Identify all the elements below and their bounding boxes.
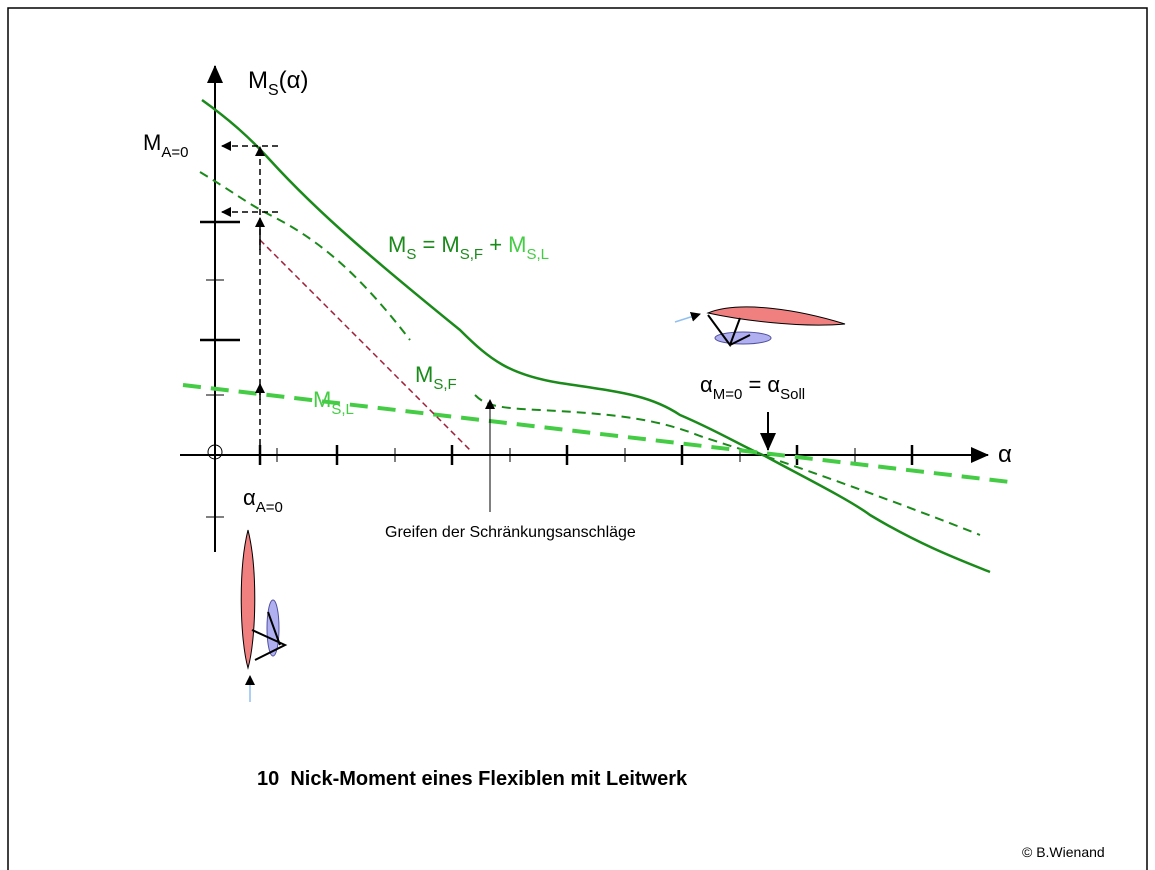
y-axis-label: MS(α) [248, 67, 309, 99]
glider-icon-level [674, 306, 846, 348]
x-axis-label: α [998, 441, 1012, 468]
label-msf: MS,F [415, 362, 457, 393]
construction-lines [221, 141, 278, 455]
curve-msf [199, 171, 411, 341]
curve-msl [182, 383, 1011, 484]
curve-ms [201, 98, 991, 574]
axes [180, 65, 989, 552]
label-msl: MS,L [313, 387, 354, 418]
label-m-a0: MA=0 [143, 130, 188, 161]
equation: MS = MS,F + MS,L [388, 232, 549, 263]
label-alpha-soll: αM=0 = αSoll [700, 372, 805, 403]
caption: 10 Nick-Moment eines Flexiblen mit Leitw… [257, 768, 688, 790]
copyright: © B.Wienand [1022, 844, 1105, 860]
label-alpha-a0: αA=0 [243, 485, 283, 516]
glider-icon-nose-up [240, 529, 288, 702]
frame [7, 7, 1148, 870]
curve-msf-2 [474, 394, 981, 536]
stops-note: Greifen der Schränkungsanschläge [385, 524, 636, 541]
curve-wing [259, 239, 471, 451]
